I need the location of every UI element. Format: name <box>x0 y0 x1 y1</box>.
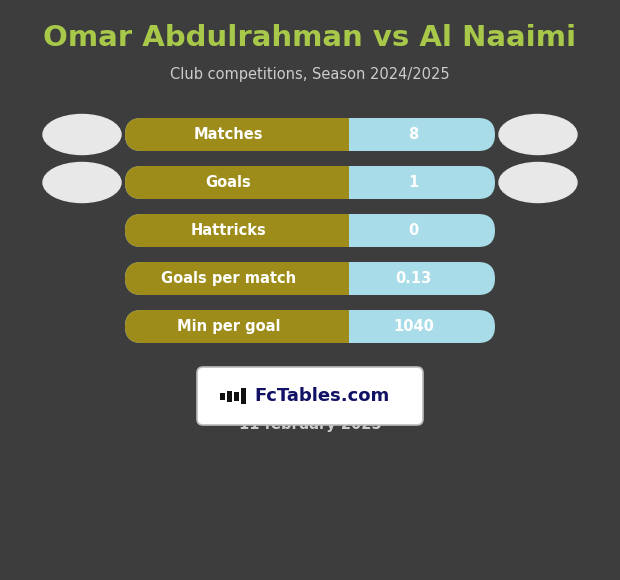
FancyBboxPatch shape <box>227 390 232 401</box>
Text: Goals: Goals <box>206 175 252 190</box>
FancyBboxPatch shape <box>125 262 348 295</box>
FancyBboxPatch shape <box>125 262 495 295</box>
Text: 8: 8 <box>409 127 419 142</box>
Text: 0: 0 <box>409 223 419 238</box>
Text: Goals per match: Goals per match <box>161 271 296 286</box>
FancyBboxPatch shape <box>332 310 348 343</box>
FancyBboxPatch shape <box>125 166 495 199</box>
FancyBboxPatch shape <box>125 118 495 151</box>
Text: Hattricks: Hattricks <box>191 223 267 238</box>
FancyBboxPatch shape <box>125 118 348 151</box>
Ellipse shape <box>499 162 577 202</box>
Text: 0.13: 0.13 <box>396 271 432 286</box>
Ellipse shape <box>43 114 121 154</box>
FancyBboxPatch shape <box>197 367 423 425</box>
Text: 1040: 1040 <box>393 319 434 334</box>
Text: 1: 1 <box>409 175 419 190</box>
Text: Matches: Matches <box>194 127 264 142</box>
FancyBboxPatch shape <box>125 310 495 343</box>
FancyBboxPatch shape <box>125 166 348 199</box>
FancyBboxPatch shape <box>332 166 348 199</box>
FancyBboxPatch shape <box>241 388 246 404</box>
Text: Club competitions, Season 2024/2025: Club competitions, Season 2024/2025 <box>170 67 450 82</box>
Text: Omar Abdulrahman vs Al Naaimi: Omar Abdulrahman vs Al Naaimi <box>43 24 577 52</box>
FancyBboxPatch shape <box>332 118 348 151</box>
FancyBboxPatch shape <box>125 214 348 247</box>
FancyBboxPatch shape <box>332 262 348 295</box>
FancyBboxPatch shape <box>125 310 348 343</box>
Text: Min per goal: Min per goal <box>177 319 280 334</box>
Ellipse shape <box>499 114 577 154</box>
Text: FcTables.com: FcTables.com <box>254 387 389 405</box>
FancyBboxPatch shape <box>234 392 239 401</box>
Text: 11 february 2025: 11 february 2025 <box>239 418 381 433</box>
FancyBboxPatch shape <box>220 393 225 400</box>
FancyBboxPatch shape <box>332 214 348 247</box>
Ellipse shape <box>43 162 121 202</box>
FancyBboxPatch shape <box>125 214 495 247</box>
